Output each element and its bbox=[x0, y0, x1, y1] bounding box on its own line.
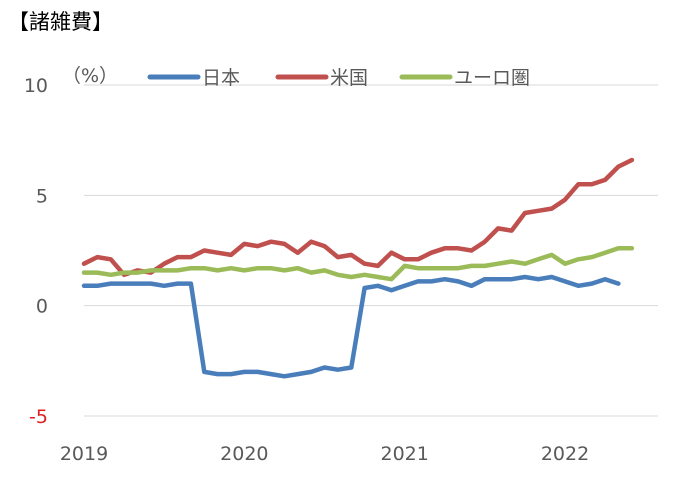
series-line-1 bbox=[81, 157, 635, 278]
x-tick-label: 2020 bbox=[220, 443, 268, 465]
y-unit-label: （%） bbox=[62, 65, 118, 87]
x-tick-label: 2019 bbox=[60, 443, 108, 465]
series-line-0 bbox=[81, 274, 621, 379]
series-line-2 bbox=[81, 246, 635, 282]
legend-label: ユーロ圏 bbox=[454, 67, 530, 89]
y-tick-label: 5 bbox=[36, 185, 48, 207]
x-tick-label: 2022 bbox=[541, 443, 589, 465]
chart-title: 【諸雑費】 bbox=[8, 10, 113, 34]
legend-label: 日本 bbox=[202, 67, 240, 89]
x-tick-label: 2021 bbox=[380, 443, 428, 465]
y-tick-label: 0 bbox=[36, 296, 48, 318]
y-tick-label: 10 bbox=[24, 75, 48, 97]
legend-label: 米国 bbox=[330, 67, 368, 89]
y-tick-label: -5 bbox=[29, 406, 48, 428]
